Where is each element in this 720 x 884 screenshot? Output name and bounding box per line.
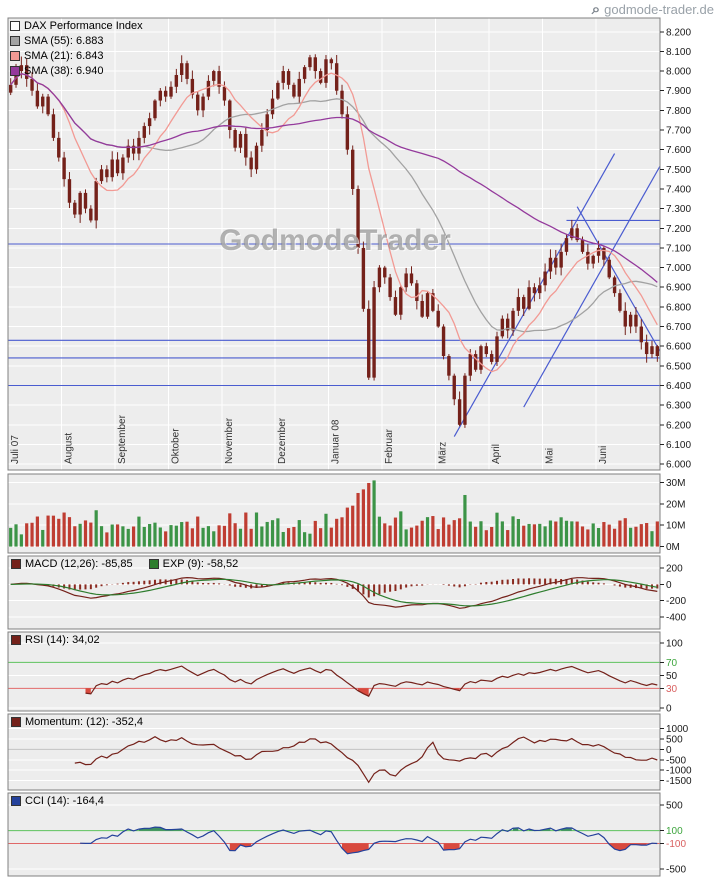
legend-label: SMA (55): 6.883 bbox=[24, 35, 104, 47]
rsi-legend: RSI (14): 34,02 bbox=[11, 634, 100, 646]
svg-text:20M: 20M bbox=[666, 499, 685, 510]
legend-swatch-icon bbox=[148, 559, 159, 569]
site-logo-text: godmode-trader.de bbox=[604, 2, 714, 17]
svg-text:6.100: 6.100 bbox=[666, 440, 691, 451]
legend-label: DAX Performance Index bbox=[24, 20, 143, 32]
svg-text:0: 0 bbox=[666, 703, 672, 714]
legend-item: CCI (14): -164,4 bbox=[11, 795, 104, 807]
price-legend: DAX Performance Index SMA (55): 6.883 SMA … bbox=[10, 20, 143, 77]
legend-item: MACD (12,26): -85,85 bbox=[11, 558, 133, 570]
svg-text:-1000: -1000 bbox=[666, 766, 692, 777]
svg-text:7.400: 7.400 bbox=[666, 184, 691, 195]
svg-text:-1500: -1500 bbox=[666, 776, 692, 787]
momentum-legend: Momentum: (12): -352,4 bbox=[11, 716, 143, 728]
legend-swatch-icon bbox=[10, 36, 20, 46]
svg-text:Januar 08: Januar 08 bbox=[331, 419, 342, 464]
legend-item: EXP (9): -58,52 bbox=[148, 558, 239, 570]
svg-text:8.200: 8.200 bbox=[666, 27, 691, 38]
svg-text:0: 0 bbox=[666, 580, 672, 591]
legend-item: Momentum: (12): -352,4 bbox=[11, 716, 143, 728]
legend-label: SMA (21): 6.843 bbox=[24, 50, 104, 62]
svg-text:6.200: 6.200 bbox=[666, 420, 691, 431]
svg-text:7.700: 7.700 bbox=[666, 126, 691, 137]
svg-text:6.400: 6.400 bbox=[666, 381, 691, 392]
legend-label: MACD (12,26): -85,85 bbox=[25, 558, 133, 570]
svg-text:1000: 1000 bbox=[666, 724, 689, 735]
legend-swatch-icon bbox=[11, 635, 21, 645]
legend-swatch-icon bbox=[10, 21, 20, 31]
svg-text:7.200: 7.200 bbox=[666, 224, 691, 235]
svg-text:März: März bbox=[438, 442, 449, 464]
svg-text:6.500: 6.500 bbox=[666, 361, 691, 372]
svg-text:10M: 10M bbox=[666, 521, 685, 532]
legend-item: SMA (21): 6.843 bbox=[10, 50, 143, 62]
svg-text:Dezember: Dezember bbox=[277, 417, 288, 464]
svg-text:30M: 30M bbox=[666, 478, 685, 489]
svg-text:-200: -200 bbox=[666, 596, 686, 607]
svg-text:100: 100 bbox=[666, 639, 683, 650]
svg-text:7.000: 7.000 bbox=[666, 263, 691, 274]
svg-text:6.300: 6.300 bbox=[666, 401, 691, 412]
svg-text:7.500: 7.500 bbox=[666, 165, 691, 176]
svg-text:Juli 07: Juli 07 bbox=[10, 435, 21, 464]
svg-text:6.800: 6.800 bbox=[666, 302, 691, 313]
svg-text:7.600: 7.600 bbox=[666, 145, 691, 156]
svg-text:6.600: 6.600 bbox=[666, 342, 691, 353]
svg-text:-500: -500 bbox=[666, 864, 686, 875]
svg-text:-500: -500 bbox=[666, 755, 686, 766]
svg-text:April: April bbox=[491, 444, 502, 464]
svg-text:Juni: Juni bbox=[598, 446, 609, 464]
legend-swatch-icon bbox=[11, 559, 21, 569]
svg-text:70: 70 bbox=[666, 658, 678, 669]
svg-text:0: 0 bbox=[666, 745, 672, 756]
svg-text:7.800: 7.800 bbox=[666, 106, 691, 117]
svg-text:50: 50 bbox=[666, 671, 678, 682]
svg-text:200: 200 bbox=[666, 564, 683, 575]
legend-label: Momentum: (12): -352,4 bbox=[25, 716, 143, 728]
legend-item: RSI (14): 34,02 bbox=[11, 634, 100, 646]
svg-text:7.900: 7.900 bbox=[666, 86, 691, 97]
cci-legend: CCI (14): -164,4 bbox=[11, 795, 104, 807]
legend-item: DAX Performance Index bbox=[10, 20, 143, 32]
svg-text:8.100: 8.100 bbox=[666, 47, 691, 58]
svg-text:August: August bbox=[63, 433, 74, 464]
svg-text:Oktober: Oktober bbox=[170, 428, 181, 464]
legend-label: SMA (38): 6.940 bbox=[24, 65, 104, 77]
macd-legend: MACD (12,26): -85,85 EXP (9): -58,52 bbox=[11, 558, 238, 570]
svg-text:GodmodeTrader: GodmodeTrader bbox=[219, 224, 451, 257]
legend-swatch-icon bbox=[10, 66, 20, 76]
legend-swatch-icon bbox=[11, 717, 21, 727]
svg-text:7.100: 7.100 bbox=[666, 243, 691, 254]
svg-text:November: November bbox=[224, 417, 235, 464]
legend-label: EXP (9): -58,52 bbox=[162, 558, 239, 570]
svg-text:6.900: 6.900 bbox=[666, 283, 691, 294]
svg-text:500: 500 bbox=[666, 801, 683, 812]
site-logo: ⌕ godmode-trader.de bbox=[592, 2, 714, 17]
magnifier-icon: ⌕ bbox=[591, 1, 601, 18]
legend-item: SMA (38): 6.940 bbox=[10, 65, 143, 77]
legend-label: CCI (14): -164,4 bbox=[25, 795, 104, 807]
svg-text:Mai: Mai bbox=[544, 448, 555, 464]
svg-text:500: 500 bbox=[666, 734, 683, 745]
svg-text:6.700: 6.700 bbox=[666, 322, 691, 333]
svg-text:6.000: 6.000 bbox=[666, 460, 691, 471]
svg-text:100: 100 bbox=[666, 826, 683, 837]
svg-text:Februar: Februar bbox=[384, 428, 395, 464]
svg-text:-400: -400 bbox=[666, 612, 686, 623]
legend-label: RSI (14): 34,02 bbox=[25, 634, 100, 646]
svg-text:September: September bbox=[117, 414, 128, 464]
svg-text:8.000: 8.000 bbox=[666, 67, 691, 78]
svg-text:GodmodeTrader: GodmodeTrader bbox=[220, 225, 452, 258]
svg-text:-100: -100 bbox=[666, 839, 686, 850]
svg-text:30: 30 bbox=[666, 684, 678, 695]
svg-text:0M: 0M bbox=[666, 542, 680, 553]
legend-item: SMA (55): 6.883 bbox=[10, 35, 143, 47]
svg-text:7.300: 7.300 bbox=[666, 204, 691, 215]
legend-swatch-icon bbox=[11, 796, 21, 806]
legend-swatch-icon bbox=[10, 51, 20, 61]
